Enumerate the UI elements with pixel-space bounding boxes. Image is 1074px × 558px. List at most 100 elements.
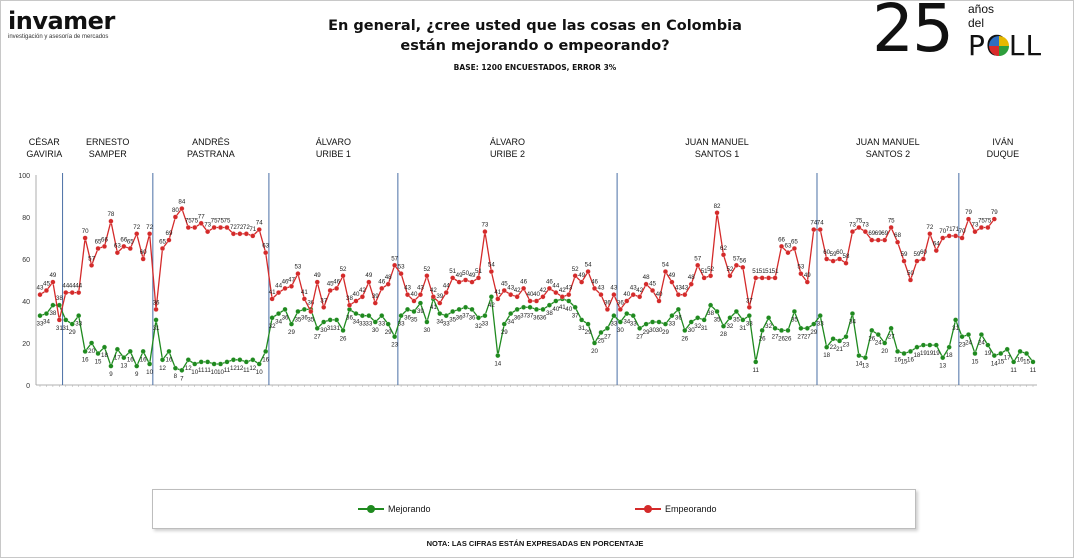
data-point-mejorando — [546, 302, 552, 308]
data-label-mejorando: 34 — [436, 319, 443, 326]
data-point-mejorando — [276, 311, 282, 317]
data-label-empeorando: 53 — [797, 264, 804, 271]
data-label-empeorando: 49 — [365, 272, 372, 279]
data-point-mejorando — [766, 315, 772, 321]
period-label-line-1: JUAN MANUEL — [685, 137, 749, 147]
data-point-mejorando — [121, 355, 127, 361]
data-label-mejorando: 31 — [62, 325, 69, 332]
data-point-mejorando — [585, 321, 591, 327]
data-point-mejorando — [366, 313, 372, 319]
data-label-mejorando: 23 — [391, 342, 398, 349]
data-label-mejorando: 32 — [475, 323, 482, 330]
data-label-empeorando: 54 — [585, 262, 592, 269]
data-label-empeorando: 40 — [533, 291, 540, 298]
data-point-empeorando — [411, 298, 417, 304]
data-label-mejorando: 40 — [552, 306, 559, 313]
data-label-mejorando: 26 — [778, 335, 785, 342]
data-point-mejorando — [134, 363, 140, 369]
data-label-mejorando: 27 — [804, 333, 811, 340]
data-label-mejorando: 36 — [404, 314, 411, 321]
data-point-mejorando — [824, 344, 830, 350]
data-label-mejorando: 38 — [546, 310, 553, 317]
data-point-empeorando — [140, 256, 146, 262]
data-label-mejorando: 35 — [294, 317, 301, 324]
data-label-empeorando: 44 — [552, 283, 559, 290]
data-label-empeorando: 72 — [243, 224, 250, 231]
data-label-empeorando: 48 — [688, 274, 695, 281]
data-point-empeorando — [546, 285, 552, 291]
data-label-empeorando: 48 — [385, 274, 392, 281]
data-label-mejorando: 37 — [520, 312, 527, 319]
data-point-mejorando — [811, 321, 817, 327]
data-label-mejorando: 35 — [733, 317, 740, 324]
data-label-mejorando: 23 — [843, 342, 850, 349]
period-label-line-2: SANTOS 2 — [866, 149, 910, 159]
data-label-mejorando: 29 — [501, 329, 508, 336]
data-point-empeorando — [172, 214, 178, 220]
data-point-empeorando — [159, 245, 166, 252]
data-label-mejorando: 32 — [765, 323, 772, 330]
data-point-mejorando — [224, 359, 230, 365]
data-point-mejorando — [211, 361, 217, 367]
footer-note: NOTA: LAS CIFRAS ESTÁN EXPRESADAS EN POR… — [426, 539, 644, 548]
data-label-mejorando: 14 — [494, 361, 501, 368]
data-point-empeorando — [456, 279, 462, 285]
data-label-empeorando: 42 — [559, 287, 566, 294]
data-point-mejorando — [50, 302, 56, 308]
data-label-mejorando: 35 — [791, 317, 798, 324]
data-point-mejorando — [198, 359, 204, 365]
period-label-line-2: SANTOS 1 — [695, 149, 739, 159]
data-point-mejorando — [385, 321, 391, 327]
data-point-empeorando — [727, 273, 733, 279]
data-label-mejorando: 11 — [1010, 367, 1017, 374]
data-label-empeorando: 60 — [920, 249, 927, 256]
data-point-mejorando — [37, 313, 43, 319]
data-point-empeorando — [50, 279, 56, 285]
data-label-mejorando: 36 — [514, 314, 521, 321]
data-label-mejorando: 10 — [256, 369, 263, 376]
data-point-empeorando — [276, 290, 282, 296]
data-point-mejorando — [901, 350, 907, 357]
data-label-mejorando: 27 — [888, 333, 895, 340]
period-label-line-2: URIBE 2 — [490, 149, 525, 159]
data-point-mejorando — [437, 311, 443, 317]
data-point-empeorando — [372, 300, 378, 306]
data-point-empeorando — [185, 224, 191, 231]
data-point-empeorando — [940, 235, 946, 241]
data-point-mejorando — [179, 367, 185, 373]
data-point-mejorando — [269, 315, 275, 321]
data-label-empeorando: 60 — [140, 249, 147, 256]
data-point-empeorando — [321, 304, 327, 310]
data-label-mejorando: 18 — [946, 352, 953, 359]
data-label-empeorando: 50 — [462, 270, 469, 277]
data-point-mejorando — [688, 319, 694, 325]
data-point-empeorando — [263, 250, 269, 256]
data-point-empeorando — [359, 294, 365, 300]
data-label-mejorando: 34 — [849, 319, 856, 326]
data-point-empeorando — [978, 224, 984, 231]
data-point-mejorando — [89, 340, 95, 346]
data-label-empeorando: 37 — [320, 297, 327, 304]
data-point-mejorando — [791, 308, 797, 315]
data-label-empeorando: 57 — [733, 255, 740, 262]
data-point-empeorando — [404, 292, 411, 298]
data-point-mejorando — [785, 327, 791, 333]
data-label-empeorando: 44 — [443, 283, 450, 290]
data-label-empeorando: 49 — [314, 272, 321, 279]
data-label-mejorando: 11 — [198, 367, 205, 374]
data-point-empeorando — [308, 308, 314, 315]
legend-item-mejorando: Mejorando — [358, 504, 431, 514]
data-label-mejorando: 11 — [204, 367, 211, 374]
data-label-empeorando: 43 — [681, 285, 688, 292]
data-label-mejorando: 31 — [739, 325, 746, 332]
data-point-empeorando — [211, 224, 217, 231]
data-point-mejorando — [475, 315, 482, 321]
data-point-mejorando — [482, 313, 488, 319]
data-point-empeorando — [527, 298, 533, 304]
data-label-empeorando: 70 — [959, 228, 966, 235]
data-label-empeorando: 49 — [49, 272, 56, 279]
data-label-mejorando: 26 — [681, 335, 688, 342]
data-point-mejorando — [656, 319, 662, 325]
data-point-empeorando — [282, 285, 288, 291]
data-point-mejorando — [740, 317, 746, 323]
